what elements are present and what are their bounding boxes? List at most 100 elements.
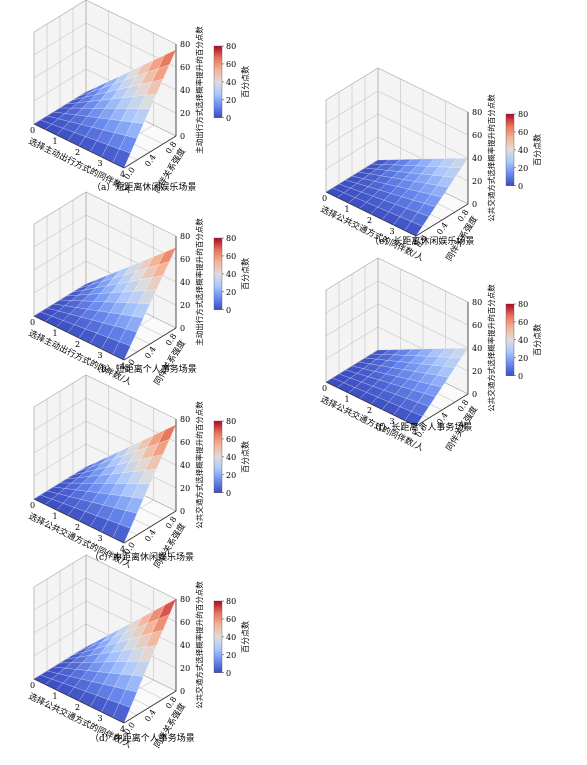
z-tick-label: 60 [180,438,190,447]
z-tick-label: 40 [472,154,482,163]
colorbar-tick-label: 40 [226,270,236,279]
x-tick-label: 2 [367,406,372,415]
x-tick-label: 4 [412,238,417,247]
colorbar-tick-label: 0 [518,372,523,381]
x-tick-label: 0 [322,194,327,203]
colorbar-tick-label: 0 [518,182,523,191]
y-axis-line [123,327,177,361]
x-tick-label: 4 [412,428,417,437]
colorbar: 0 20 40 60 80 百分点数 [213,417,250,498]
x-axis-line [33,678,125,724]
y-axis-line [123,135,177,169]
z-axis-title: 公共交通方式选择概率提升的百分点数 [194,581,204,709]
x-tick-label: 3 [98,714,103,723]
colorbar-tick-label: 80 [226,234,236,243]
x-tick-label: 4 [120,362,125,371]
z-tick-label: 20 [180,109,190,118]
colorbar-tick-label: 20 [226,471,236,480]
colorbar-tick-label: 40 [518,146,528,155]
colorbar-tick-label: 20 [226,96,236,105]
z-tick-label: 0 [180,324,185,333]
colorbar-tick-label: 60 [226,60,236,69]
x-axis-line [33,498,125,544]
colorbar-tick-label: 80 [226,597,236,606]
z-tick-label: 60 [180,618,190,627]
colorbar-tick-label: 0 [226,306,231,315]
colorbar: 0 20 40 60 80 百分点数 [505,110,542,191]
colorbar-tick-label: 40 [518,336,528,345]
colorbar: 0 20 40 60 80 百分点数 [213,234,250,315]
colorbar-title: 百分点数 [240,621,250,653]
x-tick-label: 0 [30,318,35,327]
z-tick-label: 60 [472,131,482,140]
z-tick-label: 0 [180,507,185,516]
caption-c: （c）中距离休闲娱乐场景 [90,553,195,563]
colorbar-tick-label: 40 [226,633,236,642]
colorbar-title: 百分点数 [532,324,542,356]
x-axis-line [33,123,125,169]
y-axis-line [415,203,469,237]
x-tick-label: 2 [75,523,80,532]
z-tick-label: 80 [472,298,482,307]
x-tick-label: 1 [53,329,58,338]
x-tick-label: 0 [322,384,327,393]
colorbar-tick-label: 20 [226,651,236,660]
x-tick-label: 3 [98,534,103,543]
colorbar-tick-label: 60 [226,252,236,261]
x-axis-line [33,315,125,361]
z-tick-label: 20 [472,177,482,186]
x-tick-label: 3 [390,417,395,426]
colorbar-gradient [213,600,223,673]
z-tick-label: 40 [180,641,190,650]
colorbar-tick-label: 20 [518,164,528,173]
caption-a: （a）短距离休闲娱乐场景 [92,183,197,193]
z-axis-title: 主动出行方式选择概率提升的百分点数 [194,218,204,346]
colorbar-tick-label: 60 [518,128,528,137]
z-tick-label: 20 [180,664,190,673]
x-tick-label: 1 [345,395,350,404]
x-axis-line [325,381,417,427]
x-tick-label: 4 [120,545,125,554]
z-tick-label: 0 [180,687,185,696]
colorbar-title: 百分点数 [240,441,250,473]
z-tick-label: 80 [180,40,190,49]
colorbar-tick-label: 80 [518,110,528,119]
x-tick-label: 2 [75,340,80,349]
panel-c: 0 1 2 3 4 0.0 0.4 0.8 0 20 40 60 80 选择公共交通方式的同伴数/人 同伴关… [0,374,260,571]
panel-a: 0 1 2 3 4 0.0 0.4 0.8 0 20 40 60 80 选择主动出行方式的同伴数/人 同伴关… [0,0,260,200]
z-tick-label: 20 [472,367,482,376]
colorbar: 0 20 40 60 80 百分点数 [505,300,542,381]
z-tick-label: 0 [180,132,185,141]
colorbar-tick-label: 20 [518,354,528,363]
z-tick-label: 80 [180,415,190,424]
colorbar-tick-label: 60 [518,318,528,327]
x-tick-label: 0 [30,501,35,510]
z-axis-title: 公共交通方式选择概率提升的百分点数 [486,94,496,222]
colorbar: 0 20 40 60 80 百分点数 [213,42,250,123]
x-tick-label: 4 [120,170,125,179]
z-tick-label: 60 [180,63,190,72]
z-tick-label: 20 [180,301,190,310]
colorbar-tick-label: 60 [226,435,236,444]
panel-d: 0 1 2 3 4 0.0 0.4 0.8 0 20 40 60 80 选择公共交通方式的同伴数/人 同伴关… [0,554,260,751]
x-tick-label: 3 [98,351,103,360]
x-tick-label: 1 [345,205,350,214]
z-tick-label: 20 [180,484,190,493]
panel-f: 0 1 2 3 4 0.0 0.4 0.8 0 20 40 60 80 选择公共交通方式的同伴数/人 同伴关… [292,257,562,454]
colorbar-title: 百分点数 [532,134,542,166]
caption-b: （b）短距离个人事务场景 [92,365,197,375]
colorbar-gradient [213,420,223,493]
colorbar: 0 20 40 60 80 百分点数 [213,597,250,678]
y-axis-line [123,690,177,724]
caption-f: （f）长距离个人事务场景 [370,423,473,433]
caption-e: （e）长距离休闲娱乐场景 [370,237,475,247]
caption-d: （d）中距离个人事务场景 [90,734,195,744]
z-tick-label: 80 [180,232,190,241]
